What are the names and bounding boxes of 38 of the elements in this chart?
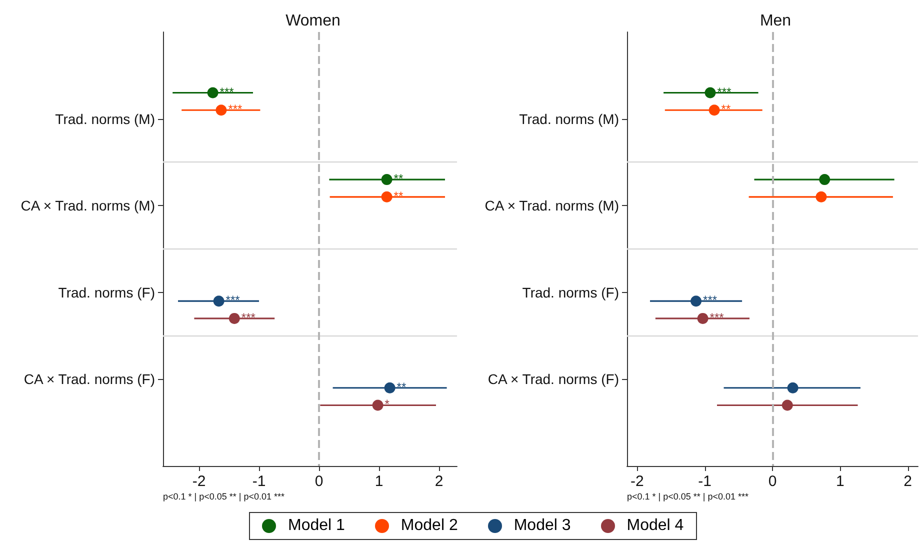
data-label: **: [394, 172, 404, 186]
x-tick-label: 2: [434, 473, 444, 490]
data-label: ***: [241, 310, 256, 324]
data-label: **: [721, 102, 731, 116]
x-tick-label: -2: [192, 473, 206, 490]
data-label: ***: [717, 84, 732, 99]
x-tick-label: 1: [836, 473, 844, 490]
text: p<0.1 * | p<0.05 ** | p<0.01 ***: [627, 492, 750, 502]
data-label: ***: [226, 293, 240, 308]
text: p<0.1 * | p<0.05 ** | p<0.01 ***: [163, 492, 286, 502]
chart-title: Men: [760, 12, 792, 30]
chart-title: Women: [286, 12, 340, 30]
x-tick-label: -2: [630, 473, 644, 490]
y-tick-label: CA × Trad. norms (F): [488, 371, 619, 388]
data-label: ***: [220, 84, 234, 99]
data-label: **: [396, 380, 406, 394]
data-label: *: [384, 397, 390, 412]
y-tick-label: CA × Trad. norms (F): [24, 371, 155, 388]
y-tick-label: CA × Trad. norms (M): [484, 198, 619, 214]
y-tick-label: Trad. norms (F): [522, 284, 619, 300]
legend-label: Model 1: [288, 517, 345, 535]
x-tick-label: -1: [698, 473, 712, 490]
x-tick-label: 0: [768, 473, 777, 490]
legend-label: Model 4: [626, 517, 684, 535]
y-tick-label: Trad. norms (M): [519, 110, 619, 127]
data-label: ***: [228, 102, 243, 116]
y-tick-label: Trad. norms (M): [55, 110, 155, 127]
y-tick-label: CA × Trad. norms (M): [20, 198, 155, 214]
x-tick-label: 1: [374, 473, 384, 490]
y-tick-label: Trad. norms (F): [58, 284, 155, 300]
data-label: ***: [710, 310, 724, 324]
data-label: **: [394, 188, 404, 203]
x-tick-label: -1: [252, 473, 266, 490]
legend-label: Model 3: [514, 517, 571, 535]
legend-label: Model 2: [400, 517, 458, 535]
x-tick-label: 2: [904, 473, 912, 490]
x-tick-label: 0: [314, 473, 324, 490]
data-label: ***: [703, 293, 718, 308]
